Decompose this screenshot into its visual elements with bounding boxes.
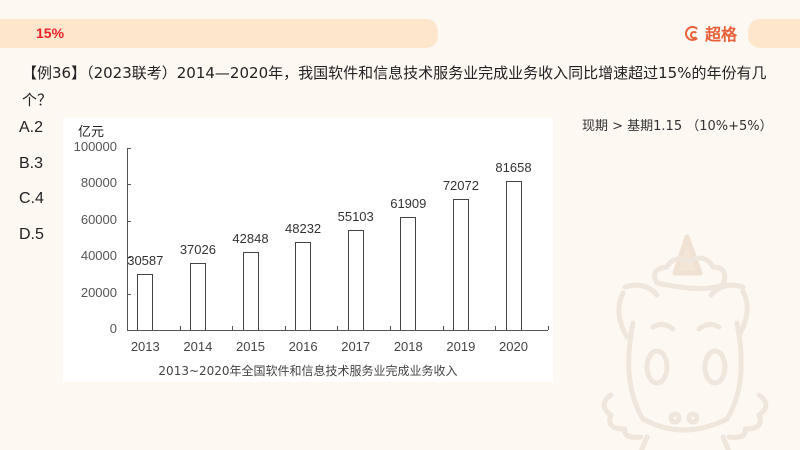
bar	[295, 242, 312, 330]
header-strip-right	[748, 19, 800, 48]
option-d[interactable]: D.5	[19, 225, 44, 243]
y-tick	[127, 330, 131, 331]
x-tick	[179, 326, 181, 330]
header-strip	[0, 19, 438, 48]
bar	[452, 198, 469, 330]
unicorn-mascot-icon	[601, 234, 769, 450]
question-text: 【例36】（2023联考）2014—2020年，我国软件和信息技术服务业完成业务…	[22, 64, 767, 109]
bar-value-label: 61909	[390, 196, 427, 212]
bar-value-label: 30587	[127, 253, 164, 269]
x-tick	[390, 326, 391, 330]
x-tick-label: 2018	[393, 339, 423, 354]
y-tick-label: 0	[109, 321, 117, 336]
y-tick	[127, 257, 131, 259]
y-tick	[127, 293, 131, 295]
x-tick	[442, 326, 444, 330]
bar	[189, 262, 206, 330]
bar-value-label: 72072	[442, 177, 479, 193]
bar-value-label: 48232	[285, 221, 322, 237]
x-tick-label: 2016	[288, 339, 318, 354]
option-a[interactable]: A.2	[19, 119, 44, 136]
y-axis	[127, 148, 128, 330]
bar-value-label: 55103	[337, 208, 374, 224]
y-tick-label: 60000	[80, 211, 117, 227]
x-tick-label: 2015	[236, 339, 265, 354]
x-tick-label: 2019	[446, 339, 476, 354]
option-c[interactable]: C.4	[19, 190, 44, 207]
bar	[505, 181, 522, 330]
x-tick-label: 2013	[130, 339, 160, 354]
bar-value-label: 81658	[495, 160, 532, 176]
bar	[242, 252, 259, 330]
x-tick	[337, 326, 339, 330]
bar	[137, 274, 154, 330]
bar	[347, 229, 364, 330]
x-tick-label: 2020	[499, 339, 528, 354]
x-tick-label: 2017	[341, 339, 371, 354]
y-tick	[127, 184, 131, 186]
chart-title: 2013~2020年全国软件和信息技术服务业完成业务收入	[158, 364, 458, 378]
y-tick-label: 100000	[73, 139, 117, 154]
brand: 超格	[685, 21, 737, 45]
bar-value-label: 42848	[232, 231, 269, 247]
x-axis	[127, 330, 548, 331]
y-tick	[127, 220, 131, 222]
y-tick	[127, 148, 131, 149]
answer-options: A.2 B.3 C.4 D.5	[19, 118, 44, 260]
bar	[400, 217, 417, 330]
brand-name: 超格	[705, 25, 738, 44]
option-b[interactable]: B.3	[19, 154, 44, 172]
topic-tag: 15%	[36, 25, 65, 41]
bar-value-label: 37026	[179, 241, 216, 257]
y-axis-unit: 亿元	[78, 125, 105, 140]
y-tick-label: 40000	[80, 248, 117, 264]
x-tick	[547, 326, 549, 330]
x-tick-label: 2014	[183, 339, 213, 354]
bar-chart: 亿元 100000 80000 60000 40000 20000 0 30587 2013 3…	[63, 118, 553, 382]
y-tick-label: 80000	[80, 175, 117, 191]
x-tick	[232, 326, 234, 330]
brand-logo-icon	[685, 25, 700, 41]
solution-hint: 现期 > 基期1.15 （10%+5%）	[582, 119, 773, 134]
x-tick	[284, 326, 286, 330]
y-tick-label: 20000	[80, 284, 117, 300]
x-tick	[495, 326, 497, 330]
